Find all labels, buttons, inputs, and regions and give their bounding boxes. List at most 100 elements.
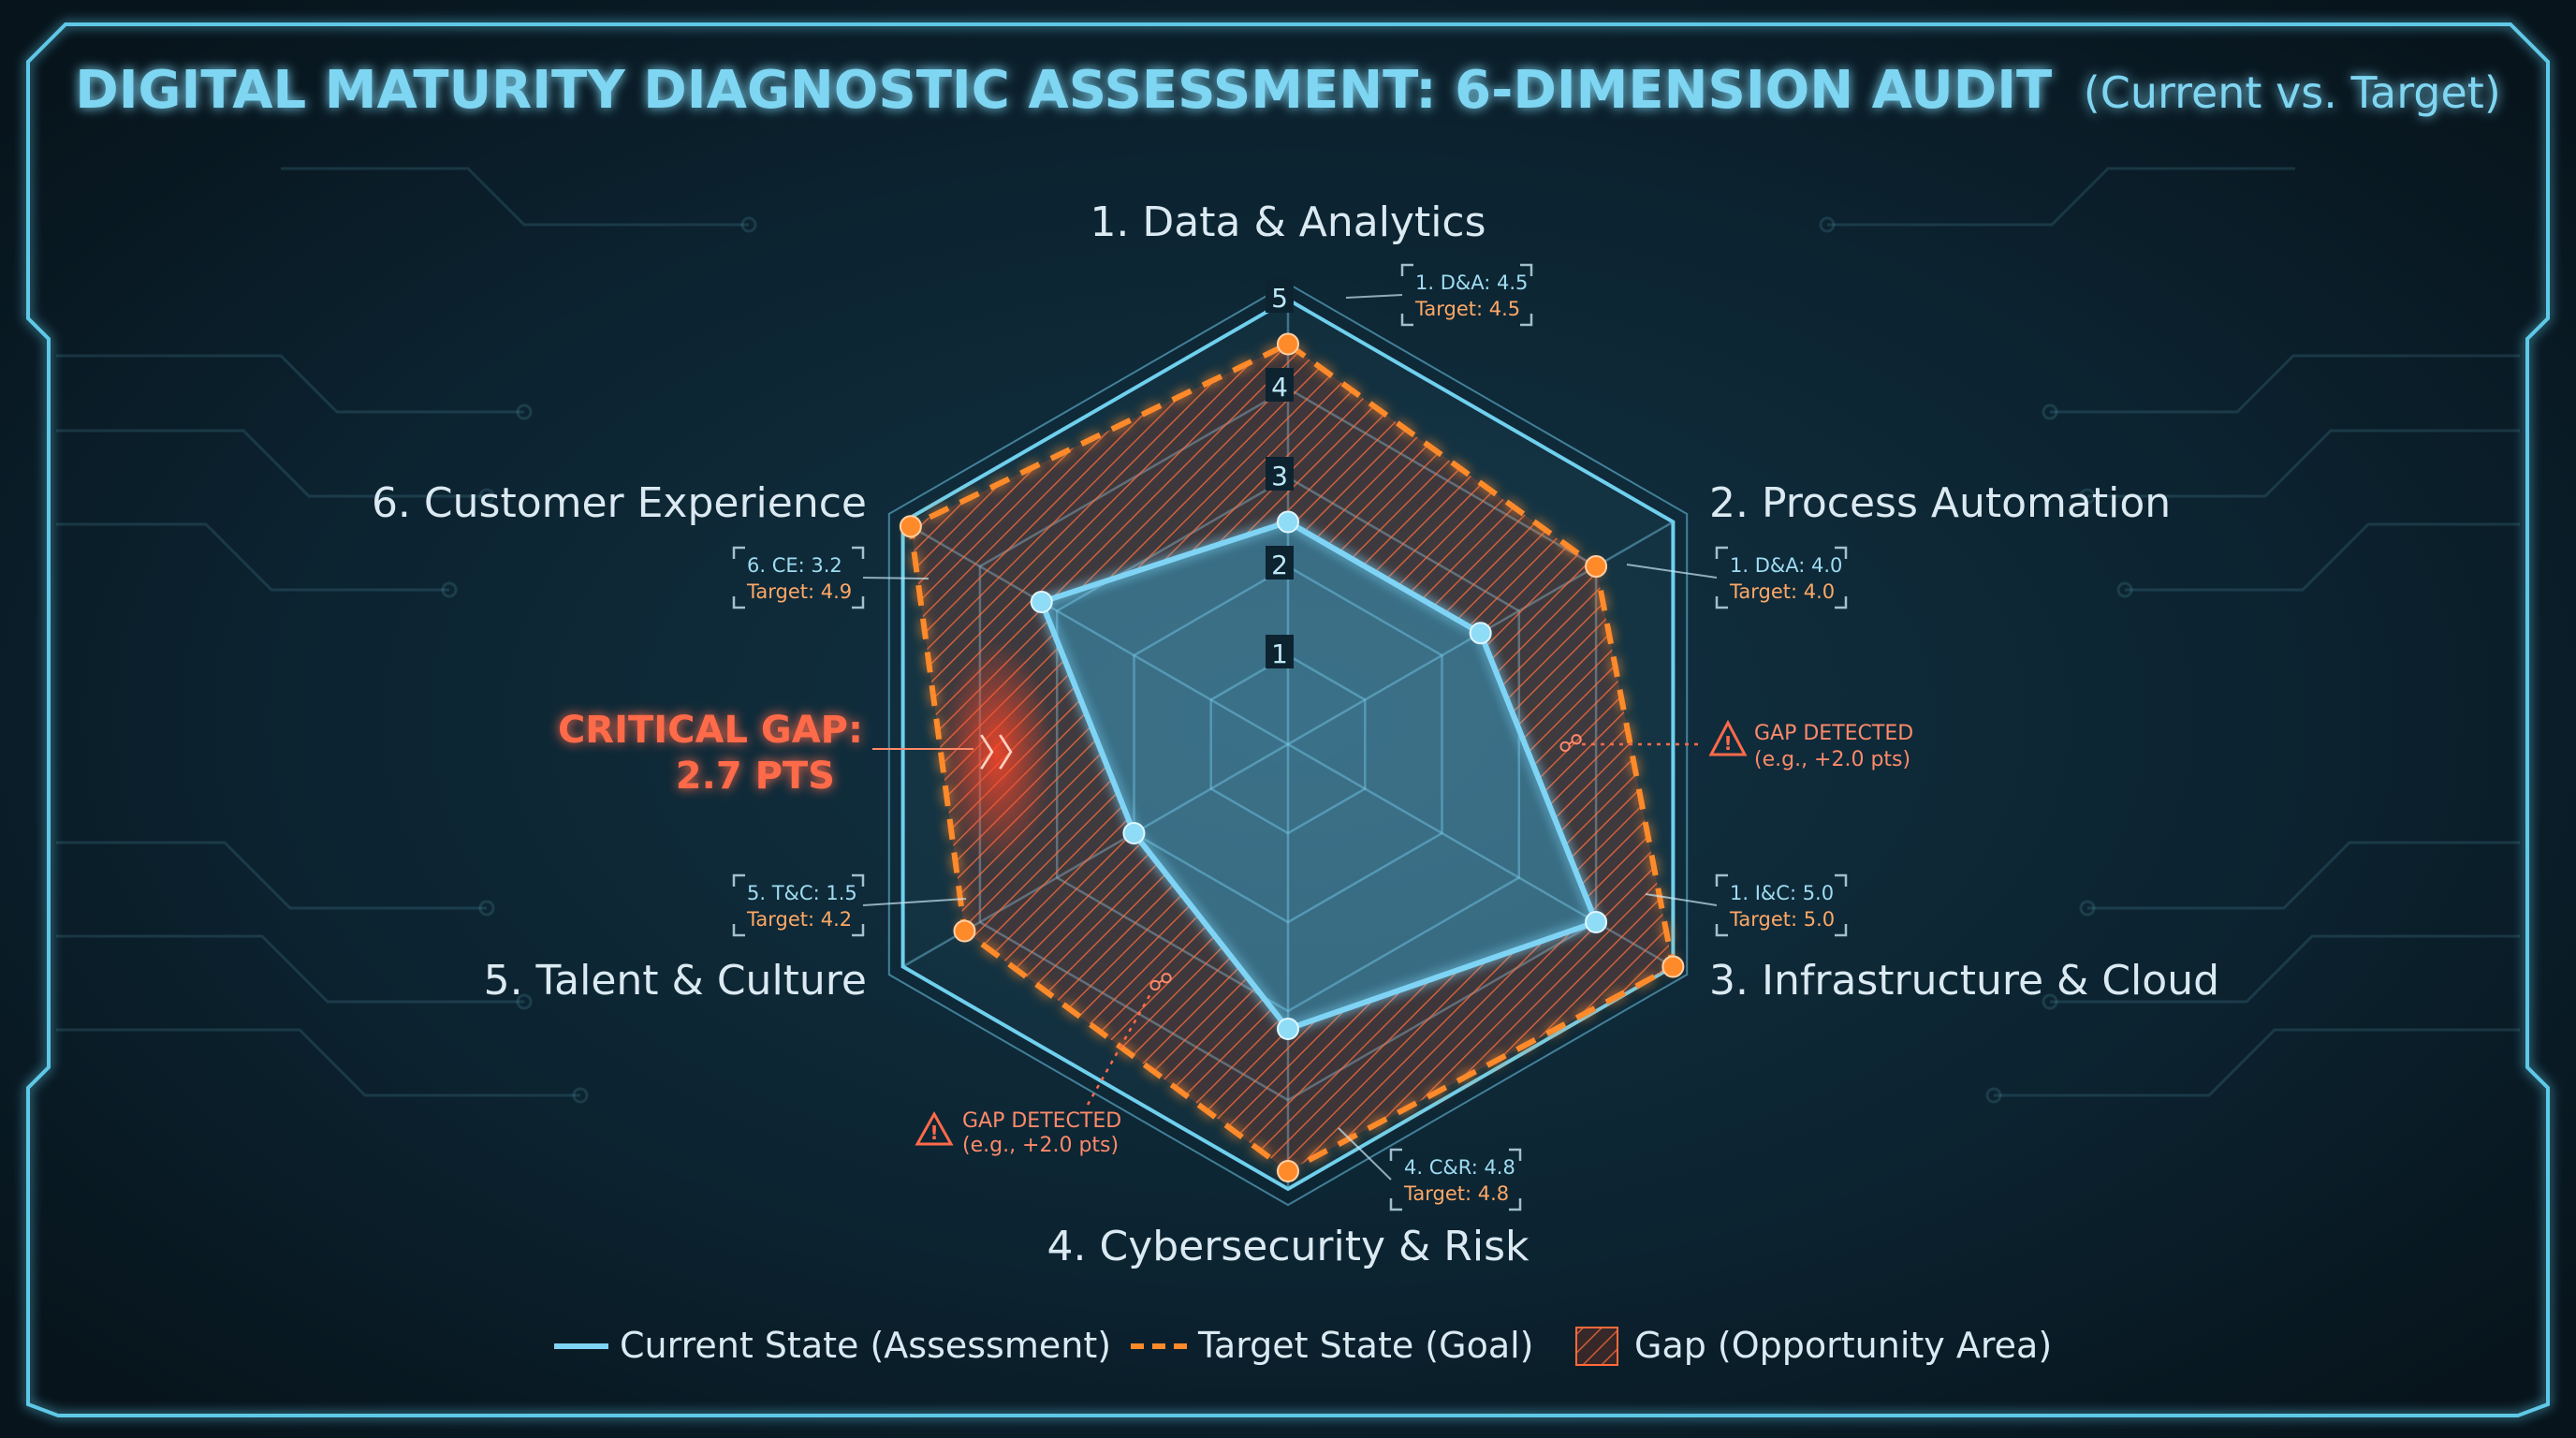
warning-icon — [915, 1110, 954, 1146]
series-points — [899, 332, 1685, 1182]
callout-current: 1. D&A: 4.0 — [1730, 554, 1842, 577]
axis-label-3: 3. Infrastructure & Cloud — [1709, 957, 2219, 1005]
circuit-node — [572, 1087, 589, 1104]
callout-current: 5. T&C: 1.5 — [747, 882, 857, 904]
tick-label-5: 5 — [1271, 283, 1288, 314]
circuit-trace — [2050, 934, 2520, 1004]
chart-title: DIGITAL MATURITY DIAGNOSTIC ASSESSMENT: … — [75, 60, 2501, 121]
callout-1: 1. D&A: 4.5 Target: 4.5 — [1345, 263, 1533, 327]
callout-target: Target: 4.5 — [1414, 298, 1520, 320]
chart-title-main: DIGITAL MATURITY DIAGNOSTIC ASSESSMENT: … — [75, 60, 2052, 121]
circuit-node — [2079, 488, 2096, 505]
gap-bottom-icon: ☍ — [1149, 969, 1173, 997]
callout-6: 6. CE: 3.2 Target: 4.9 — [732, 546, 929, 609]
svg-text:!: ! — [929, 1122, 938, 1144]
current-point-4 — [1277, 1018, 1299, 1040]
circuit-trace — [2125, 522, 2520, 592]
target-point-1 — [1277, 332, 1299, 356]
gap-detected-bottom: ! GAP DETECTED (e.g., +2.0 pts) ☍ — [915, 969, 1173, 1157]
circuit-node — [2042, 993, 2058, 1010]
callout-5: 5. T&C: 1.5 Target: 4.2 — [732, 873, 967, 937]
circuit-trace — [56, 354, 524, 414]
callout-current: 4. C&R: 4.8 — [1404, 1156, 1515, 1179]
callout-current: 1. D&A: 4.5 — [1415, 271, 1528, 294]
gap-right-icon: ☍ — [1559, 730, 1583, 758]
legend: Current State (Assessment) Target State … — [554, 1325, 2052, 1366]
critical-gap-annotation: CRITICAL GAP: 2.7 PTS — [558, 709, 973, 798]
legend-gap-swatch — [1575, 1327, 1618, 1366]
tick-label-bg — [1266, 546, 1294, 580]
legend-gap-label: Gap (Opportunity Area) — [1634, 1325, 2052, 1366]
grid-ring-outer — [887, 282, 1689, 1207]
callout-target: Target: 4.0 — [1729, 580, 1835, 603]
tick-label-1: 1 — [1271, 638, 1288, 669]
circuit-node — [478, 900, 495, 917]
frame — [26, 22, 2550, 1417]
tick-label-3: 3 — [1271, 461, 1288, 492]
callout-target: Target: 5.0 — [1729, 908, 1835, 931]
circuit-node — [1819, 216, 1836, 233]
chart-title-sub: (Current vs. Target) — [2084, 67, 2501, 118]
current-point-3 — [1585, 911, 1608, 933]
legend-target-label: Target State (Goal) — [1197, 1325, 1534, 1366]
callout-4: 4. C&R: 4.8 Target: 4.8 — [1338, 1127, 1522, 1211]
callout-target: Target: 4.2 — [746, 908, 852, 931]
axis-label-6: 6. Customer Experience — [372, 479, 867, 527]
callout-2: 1. D&A: 4.0 Target: 4.0 — [1626, 546, 1848, 609]
circuit-node — [516, 404, 533, 420]
circuit-trace — [1827, 167, 2295, 227]
circuit-trace — [2050, 354, 2520, 414]
critical-gap-value: 2.7 PTS — [676, 755, 835, 798]
circuit-decoration — [56, 167, 2520, 1104]
target-point-6 — [899, 515, 922, 538]
current-point-6 — [1030, 591, 1053, 613]
axis-label-2: 2. Process Automation — [1709, 479, 2171, 527]
circuit-trace — [2087, 841, 2520, 910]
critical-gap-glow — [941, 641, 1053, 866]
callout-current: 1. I&C: 5.0 — [1730, 882, 1834, 904]
current-point-2 — [1469, 622, 1492, 645]
gap-right-line1: GAP DETECTED — [1754, 722, 1913, 745]
tick-label-bg — [1266, 457, 1294, 491]
tick-labels: 1 2 3 4 5 — [1266, 279, 1294, 669]
current-point-5 — [1122, 822, 1146, 844]
axis-label-1: 1. Data & Analytics — [1090, 198, 1486, 246]
target-point-4 — [1277, 1160, 1299, 1182]
axis-labels: 1. Data & Analytics 2. Process Automation… — [372, 198, 2219, 1270]
circuit-node — [1985, 1087, 2002, 1104]
circuit-trace — [56, 1028, 580, 1097]
tick-label-2: 2 — [1271, 550, 1288, 580]
circuit-trace — [56, 934, 524, 1004]
callout-3: 1. I&C: 5.0 Target: 5.0 — [1645, 873, 1848, 937]
circuit-trace — [56, 429, 487, 498]
callout-target: Target: 4.8 — [1403, 1182, 1509, 1205]
value-callouts: 1. D&A: 4.5 Target: 4.5 1. D&A: 4.0 Target:… — [732, 263, 1848, 1211]
circuit-node — [2116, 581, 2133, 598]
callout-current: 6. CE: 3.2 — [747, 554, 842, 577]
circuit-trace — [56, 841, 487, 910]
circuit-trace — [2087, 429, 2520, 498]
target-point-3 — [1661, 955, 1685, 978]
target-point-2 — [1585, 555, 1608, 578]
axis-label-5: 5. Talent & Culture — [484, 957, 867, 1005]
current-point-1 — [1277, 510, 1299, 534]
svg-text:!: ! — [1723, 732, 1732, 755]
circuit-node — [478, 488, 495, 505]
circuit-node — [740, 216, 757, 233]
critical-gap-chevron: 〉〉 — [978, 732, 1034, 775]
tick-label-bg — [1266, 635, 1294, 668]
legend-current-label: Current State (Assessment) — [620, 1325, 1111, 1366]
target-point-5 — [953, 919, 976, 943]
circuit-node — [2042, 404, 2058, 420]
gap-bottom-line1: GAP DETECTED — [962, 1109, 1121, 1133]
circuit-trace — [1994, 1028, 2520, 1097]
critical-gap-label: CRITICAL GAP: — [558, 709, 863, 752]
tick-label-bg — [1266, 368, 1294, 402]
circuit-trace — [56, 522, 449, 592]
gap-bottom-line2: (e.g., +2.0 pts) — [962, 1134, 1119, 1157]
gap-right-line2: (e.g., +2.0 pts) — [1754, 748, 1910, 771]
warning-icon — [1708, 719, 1748, 756]
tick-label-4: 4 — [1271, 372, 1288, 403]
circuit-trace — [281, 167, 749, 227]
